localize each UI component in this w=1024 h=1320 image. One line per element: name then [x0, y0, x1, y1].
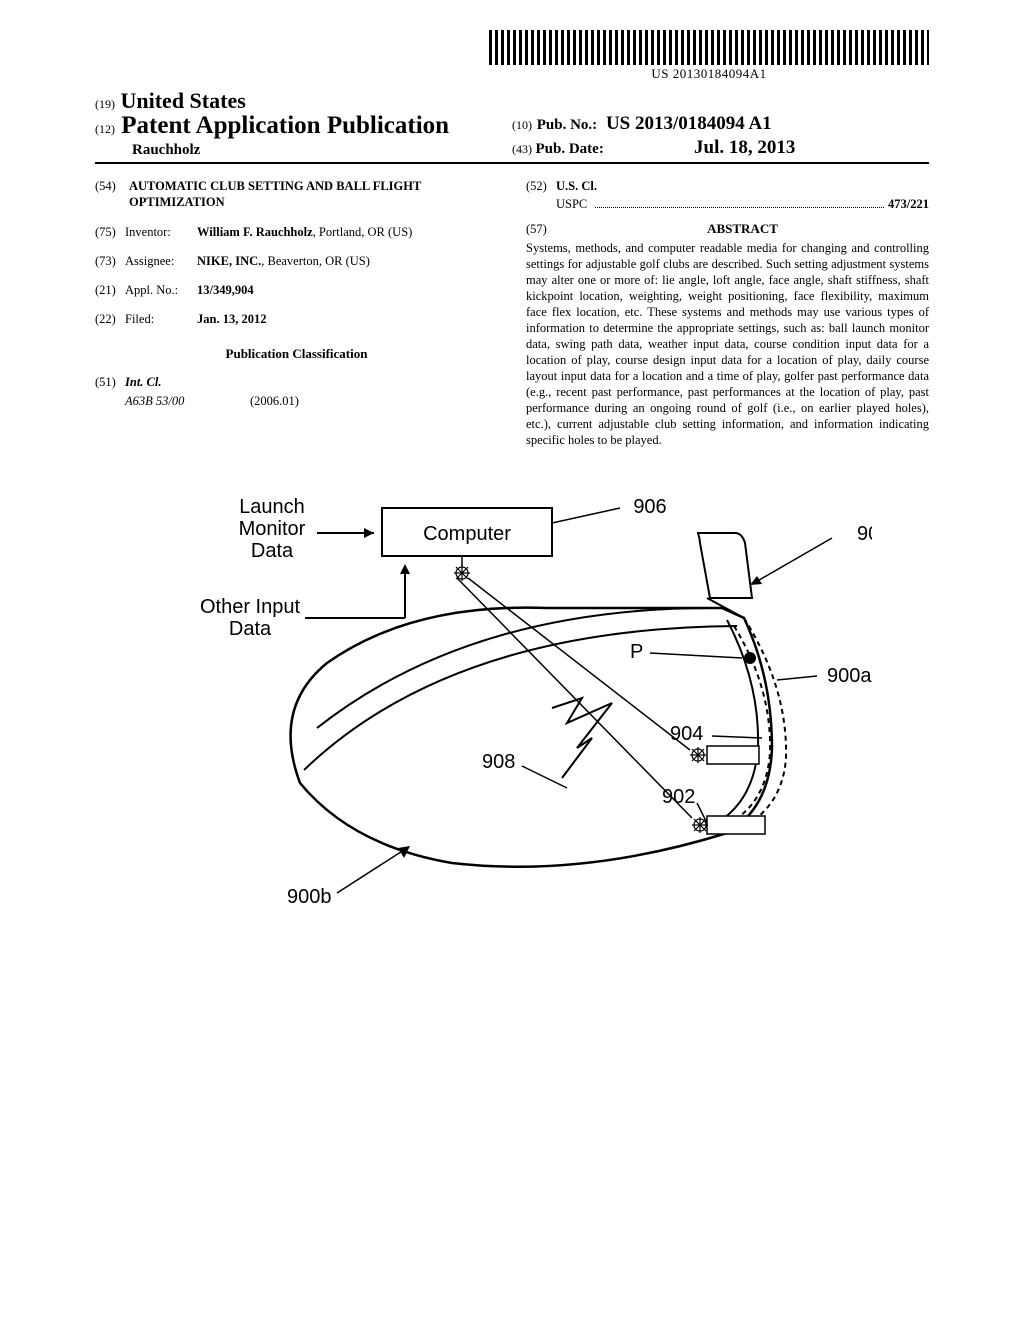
- abstract-heading: ABSTRACT: [556, 221, 929, 238]
- us-cl-label: U.S. Cl.: [556, 178, 929, 194]
- inventor-entry: (75) Inventor: William F. Rauchholz, Por…: [95, 224, 498, 240]
- right-column: (52) U.S. Cl. USPC 473/221 (57) ABSTRACT…: [526, 178, 929, 448]
- filed-entry: (22) Filed: Jan. 13, 2012: [95, 311, 498, 327]
- arrow-head-2: [400, 564, 410, 574]
- label-other-2: Data: [229, 618, 272, 640]
- abstract-text: Systems, methods, and computer readable …: [526, 240, 929, 448]
- barcode-bars: [489, 30, 929, 65]
- dotted-leader: [595, 207, 884, 208]
- arrow-head-900: [750, 576, 762, 585]
- box-904: [707, 746, 759, 764]
- label-launch-3: Data: [251, 540, 294, 562]
- title-entry: (54) AUTOMATIC CLUB SETTING AND BALL FLI…: [95, 178, 498, 211]
- arrow-head-1: [364, 528, 374, 538]
- leader-900a: [777, 676, 817, 680]
- label-computer: Computer: [423, 523, 511, 545]
- appl-entry: (21) Appl. No.: 13/349,904: [95, 282, 498, 298]
- document-header: (19) United States (12) Patent Applicati…: [95, 88, 929, 164]
- gear-904: [690, 747, 706, 763]
- ref-904: 904: [670, 723, 703, 745]
- us-cl-row: USPC 473/221: [556, 196, 929, 212]
- label-other-1: Other Input: [200, 596, 301, 618]
- left-column: (54) AUTOMATIC CLUB SETTING AND BALL FLI…: [95, 178, 498, 448]
- leader-900b: [337, 848, 407, 893]
- barcode-region: US 20130184094A1: [95, 30, 929, 82]
- leader-900: [754, 538, 832, 583]
- ref-908: 908: [482, 751, 515, 773]
- ref-900: 900: [857, 523, 872, 545]
- shaft: [697, 533, 752, 598]
- box-902: [707, 816, 765, 834]
- patent-figure: Launch Monitor Data Other Input Data Com…: [152, 478, 872, 948]
- ref-906: 906: [633, 496, 666, 518]
- classification-heading: Publication Classification: [95, 346, 498, 363]
- point-p-dot: [744, 652, 756, 664]
- ref-900b: 900b: [287, 886, 332, 908]
- barcode-number: US 20130184094A1: [489, 66, 929, 82]
- assignee-entry: (73) Assignee: NIKE, INC., Beaverton, OR…: [95, 253, 498, 269]
- label-p: P: [630, 641, 643, 663]
- country-line: (19) United States: [95, 88, 512, 114]
- int-cl-row: A63B 53/00 (2006.01): [125, 393, 299, 409]
- ref-900a: 900a: [827, 665, 872, 687]
- int-cl-label: Int. Cl.: [125, 374, 299, 390]
- pub-date-line: (43) Pub. Date: Jul. 18, 2013: [512, 137, 929, 159]
- label-launch-1: Launch: [239, 496, 305, 518]
- content-columns: (54) AUTOMATIC CLUB SETTING AND BALL FLI…: [95, 178, 929, 448]
- gear-902: [692, 817, 708, 833]
- header-inventor: Rauchholz: [132, 142, 512, 159]
- doc-type-line: (12) Patent Application Publication: [95, 112, 512, 140]
- label-launch-2: Monitor: [239, 518, 306, 540]
- figure-area: Launch Monitor Data Other Input Data Com…: [125, 478, 899, 952]
- pub-no-line: (10) Pub. No.: US 2013/0184094 A1: [512, 113, 929, 135]
- leader-906: [552, 508, 620, 523]
